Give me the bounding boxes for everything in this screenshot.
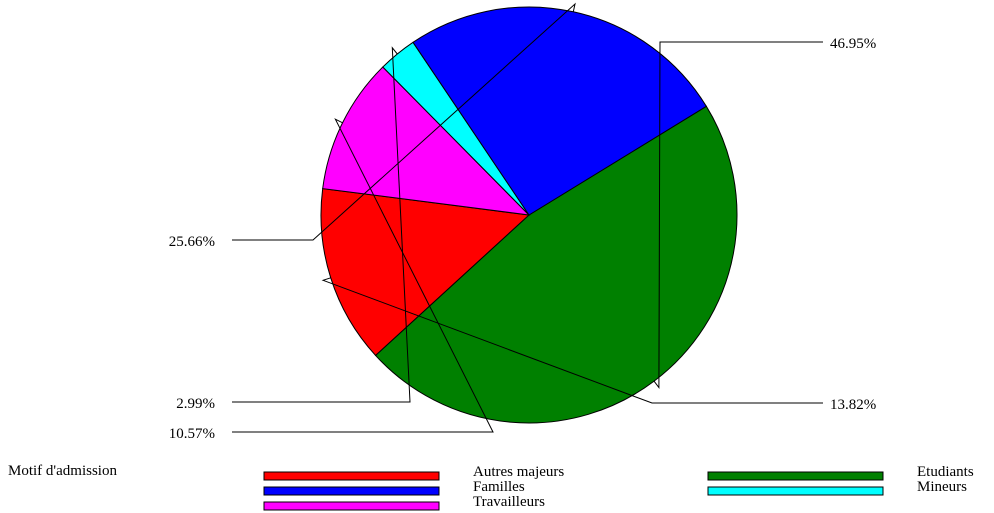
legend-label-autres-majeurs: Autres majeurs	[473, 464, 564, 480]
pct-label-travailleurs: 10.57%	[169, 426, 215, 442]
legend-label-travailleurs: Travailleurs	[473, 494, 545, 510]
leader-line-etudiants	[653, 41, 823, 389]
pct-label-autres-majeurs: 13.82%	[830, 397, 876, 413]
pie-slices	[320, 6, 738, 424]
leader-line-autres-majeurs	[321, 277, 823, 404]
slice-autres-majeurs	[320, 188, 531, 357]
slice-callouts: 46.95% 13.82% 10.57% 2.99% 25.66%	[169, 2, 876, 442]
pct-label-familles: 25.66%	[169, 234, 215, 250]
legend-label-familles: Familles	[473, 479, 525, 495]
legend-swatch-familles	[263, 486, 440, 496]
pct-label-etudiants: 46.95%	[830, 36, 876, 52]
legend-swatch-autres-majeurs	[263, 471, 440, 481]
legend-label-etudiants: Etudiants	[917, 464, 974, 480]
slice-etudiants	[374, 105, 738, 424]
legend-label-mineurs: Mineurs	[917, 479, 967, 495]
leader-line-travailleurs	[232, 118, 494, 433]
legend-swatch-mineurs	[707, 486, 884, 496]
legend-swatch-travailleurs	[263, 501, 440, 511]
leader-line-mineurs	[232, 46, 411, 403]
legend: Motif d'admission Autres majeurs Etudiant…	[8, 463, 974, 511]
pct-label-mineurs: 2.99%	[176, 396, 215, 412]
legend-swatch-etudiants	[707, 471, 884, 481]
leader-line-familles	[232, 2, 576, 241]
legend-title: Motif d'admission	[8, 463, 117, 479]
